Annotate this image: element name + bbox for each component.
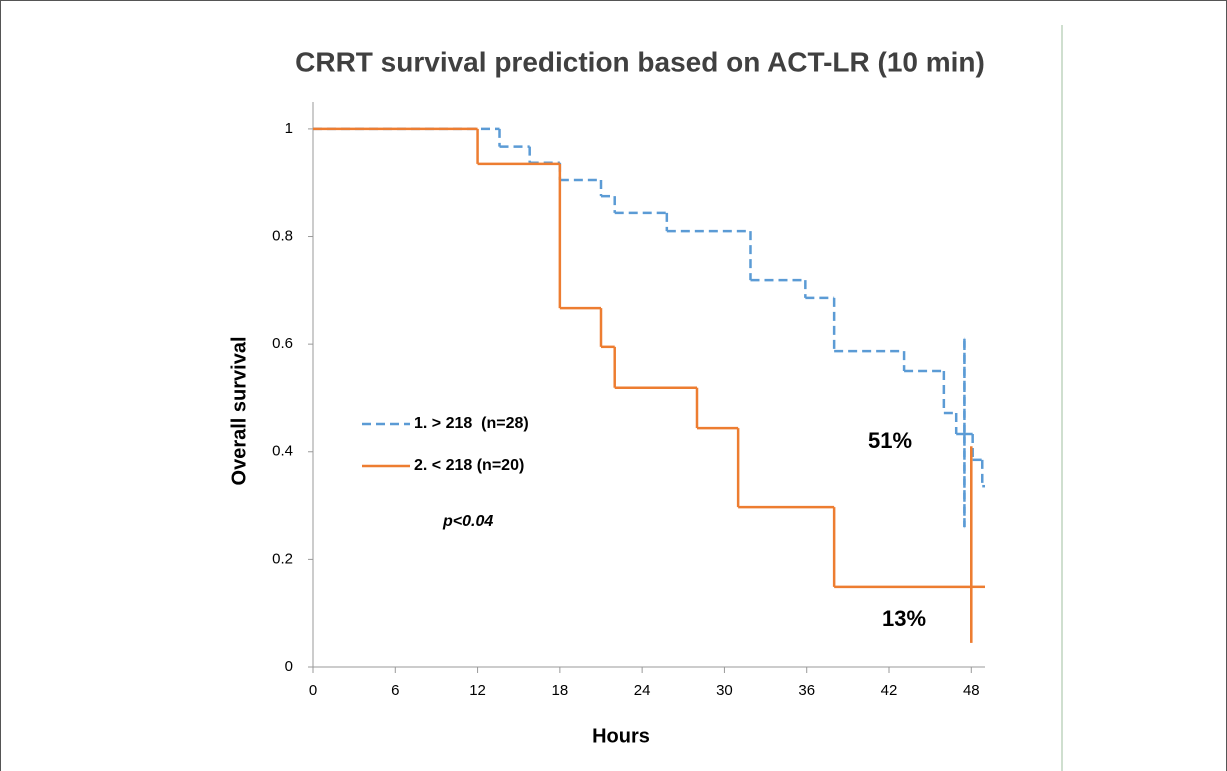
- x-tick-label: 0: [309, 682, 317, 699]
- y-tick-label: 0.8: [272, 227, 293, 244]
- y-tick-label: 0.2: [272, 550, 293, 567]
- y-tick-label: 1: [285, 120, 293, 137]
- x-tick-label: 48: [963, 682, 980, 699]
- x-tick-label: 24: [634, 682, 651, 699]
- annotation: 51%: [868, 428, 912, 453]
- y-tick-label: 0: [285, 658, 293, 675]
- x-tick-label: 6: [391, 682, 399, 699]
- y-axis-label: Overall survival: [228, 337, 250, 486]
- y-tick-label: 0.4: [272, 443, 293, 460]
- x-tick-label: 30: [716, 682, 733, 699]
- legend-label: 2. < 218 (n=20): [414, 457, 524, 474]
- x-tick-label: 18: [552, 682, 569, 699]
- x-axis-label: Hours: [592, 725, 650, 747]
- p-value: p<0.04: [442, 513, 493, 530]
- annotation: 13%: [882, 606, 926, 631]
- chart-title: CRRT survival prediction based on ACT-LR…: [295, 46, 985, 77]
- y-tick-label: 0.6: [272, 335, 293, 352]
- x-tick-label: 42: [881, 682, 898, 699]
- x-tick-label: 12: [469, 682, 486, 699]
- x-tick-label: 36: [798, 682, 815, 699]
- legend-label: 1. > 218 (n=28): [414, 415, 529, 432]
